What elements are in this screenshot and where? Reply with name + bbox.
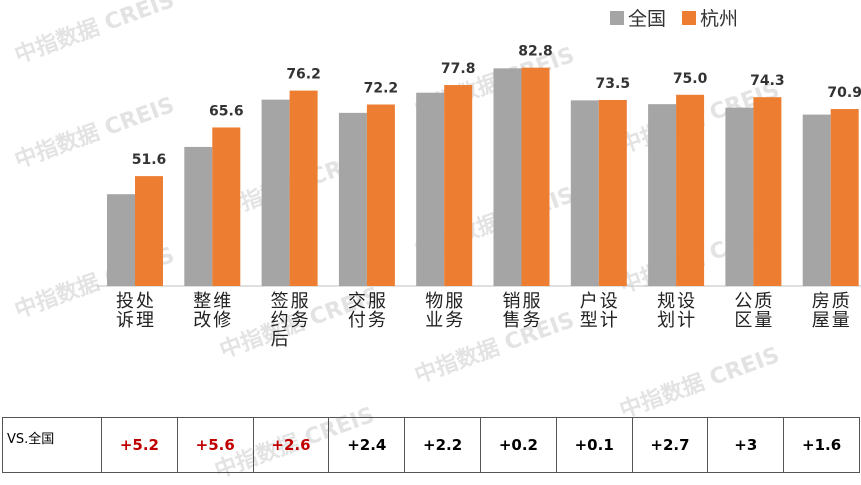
legend-swatch-national [610, 10, 624, 25]
bar-national [416, 92, 445, 286]
diff-cell: +5.2 [101, 417, 178, 473]
bar-national [802, 114, 831, 286]
bar-national [570, 100, 599, 286]
diff-cell: +2.7 [631, 417, 709, 473]
bar-national [725, 107, 754, 286]
data-label: 77.8 [441, 61, 476, 77]
bar-national [107, 194, 135, 286]
diff-cell: +2.4 [328, 417, 406, 473]
bar-hangzhou [289, 90, 318, 286]
category-label: 投 诉处 理 [116, 291, 154, 331]
bar-national [261, 99, 290, 286]
category-label: 物 业服 务 [425, 291, 464, 331]
data-label: 76.2 [286, 67, 321, 83]
legend: 全国 杭州 [610, 4, 738, 31]
bar-hangzhou [753, 97, 782, 286]
diff-cell: +5.6 [176, 417, 254, 473]
data-label: 72.2 [364, 81, 399, 97]
category-label: 整 改维 修 [193, 291, 232, 331]
comparison-row: VS.全国 +5.2 +5.6 +2.6 +2.4 +2.2 +0.2 +0.1… [2, 417, 860, 473]
bar-national [493, 68, 522, 287]
category-label: 签 约 后服 务 [270, 291, 309, 350]
category-label: 公 区质 量 [734, 291, 773, 331]
diff-cell: +2.2 [404, 417, 481, 473]
diff-cell: +1.6 [783, 417, 860, 473]
diff-cell: +3 [707, 417, 785, 473]
legend-label-hangzhou: 杭州 [700, 8, 739, 30]
diff-cell: +2.6 [252, 417, 330, 473]
legend-label-national: 全国 [628, 8, 667, 30]
data-label: 74.3 [750, 73, 785, 89]
category-label: 户 型设 计 [579, 291, 618, 331]
bar-national [648, 104, 677, 286]
category-label: 规 划设 计 [657, 291, 696, 331]
bar-hangzhou [212, 127, 241, 287]
bar-chart: 51.6 65.6 76.2 72.2 77.8 82.8 73.5 75.0 74.3 70.9 [97, 44, 861, 287]
category-label: 销 售服 务 [502, 291, 541, 331]
bar-national [184, 146, 213, 286]
data-label: 73.5 [596, 76, 631, 92]
comparison-header: VS.全国 [2, 417, 102, 473]
bar-hangzhou [444, 85, 473, 286]
data-label: 82.8 [518, 44, 553, 60]
comparison-table: VS.全国 +5.2 +5.6 +2.6 +2.4 +2.2 +0.2 +0.1… [2, 417, 860, 473]
bar-hangzhou [135, 176, 163, 286]
category-label: 交 付服 务 [347, 291, 386, 331]
diff-cell: +0.2 [479, 417, 557, 473]
legend-item-national: 全国 [610, 4, 666, 31]
data-label: 70.9 [827, 85, 861, 101]
bar-hangzhou [830, 109, 859, 286]
data-label: 51.6 [132, 152, 167, 168]
bar-hangzhou [366, 104, 395, 287]
legend-swatch-hangzhou [682, 10, 697, 25]
bar-hangzhou [676, 94, 705, 287]
legend-item-hangzhou: 杭州 [682, 4, 738, 31]
data-label: 75.0 [673, 71, 708, 87]
data-label: 65.6 [209, 103, 244, 119]
bar-hangzhou [598, 99, 627, 286]
diff-cell: +0.1 [555, 417, 633, 473]
bar-national [338, 112, 367, 286]
watermark: 中指数据 CREIS [616, 342, 783, 424]
category-label: 房 屋质 量 [811, 291, 850, 331]
bar-hangzhou [521, 67, 550, 286]
